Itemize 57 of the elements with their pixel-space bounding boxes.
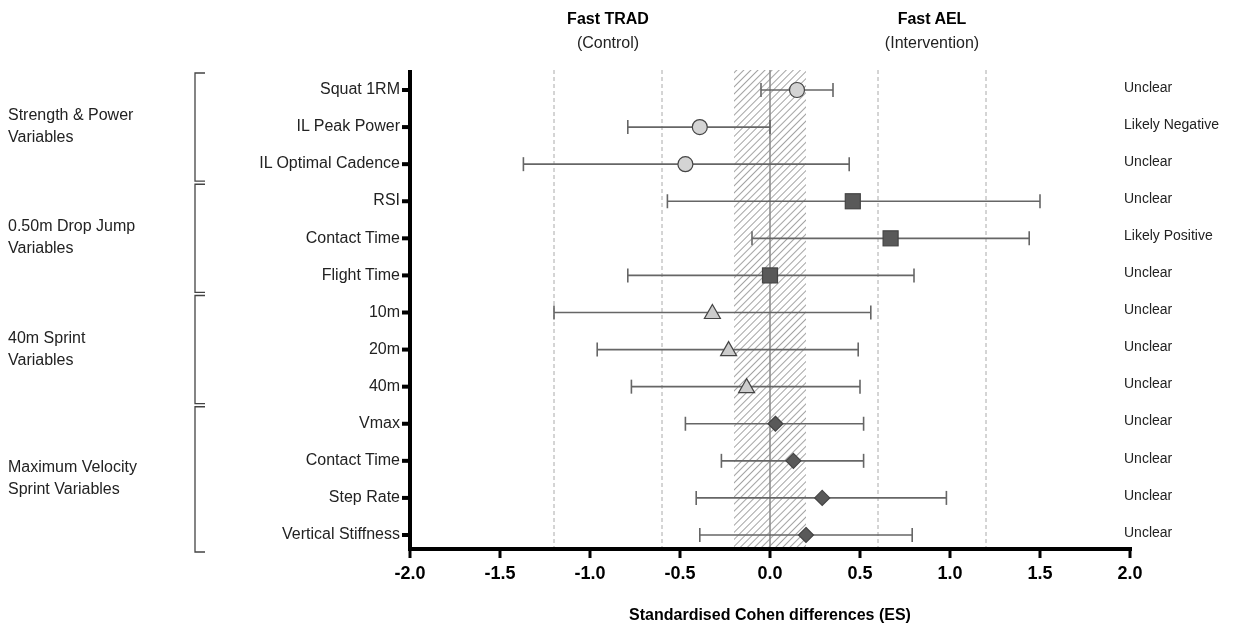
y-tick-label: Contact Time [305, 228, 401, 246]
y-tick-label: Step Rate [328, 488, 401, 506]
x-axis-title: Standardised Cohen differences (ES) [629, 606, 911, 623]
text: Fast TRAD [567, 10, 649, 27]
text: 40m Sprint Variables [8, 328, 86, 368]
x-tick-label: -0.5 [664, 563, 696, 583]
annotation: Unclear [1124, 486, 1173, 503]
point [677, 156, 694, 173]
x-tick-label: 1.0 [937, 563, 963, 583]
point [788, 81, 806, 99]
point [738, 378, 756, 394]
y-tick-label: IL Peak Power [296, 117, 401, 135]
annotation: Unclear [1124, 412, 1173, 429]
x-tick-label: 1.5 [1027, 563, 1053, 583]
point [882, 230, 899, 247]
y-tick-label: Contact Time [305, 451, 401, 469]
y-tick-label: Squat 1RM [319, 80, 400, 98]
annotation: Likely Positive [1124, 227, 1213, 244]
text: Strength & Power Variables [8, 106, 135, 146]
annotation: Unclear [1124, 152, 1173, 169]
y-tick-label: IL Optimal Cadence [259, 154, 401, 172]
point [814, 489, 831, 507]
point [797, 526, 815, 544]
y-tick-label: RSI [373, 191, 400, 209]
x-tick-label: 0.5 [847, 563, 873, 583]
point [720, 340, 738, 357]
x-tick-label: -1.5 [484, 563, 516, 583]
text: Maximum Velocity Sprint Variables [8, 458, 137, 498]
y-tick-label: Vertical Stiffness [282, 525, 400, 543]
annotation: Unclear [1124, 375, 1173, 392]
y-tick-label: 20m [368, 339, 400, 357]
annotation: Unclear [1124, 264, 1173, 281]
annotation: Unclear [1124, 301, 1173, 318]
point [785, 452, 802, 469]
text: Fast AEL [897, 10, 967, 27]
annotation: Unclear [1124, 78, 1173, 95]
x-tick-label: 2.0 [1117, 563, 1143, 583]
text: (Control) [576, 34, 640, 51]
y-tick-label: Flight Time [321, 265, 401, 283]
point [691, 118, 708, 136]
x-tick-label: -1.0 [574, 563, 606, 583]
y-tick-label: Vmax [359, 413, 400, 431]
point [761, 267, 779, 284]
text: (Intervention) [884, 34, 980, 51]
x-tick-label: 0.0 [757, 563, 783, 583]
y-tick-label: 10m [368, 302, 400, 320]
annotation: Unclear [1124, 523, 1173, 540]
annotation: Unclear [1124, 338, 1173, 355]
annotation: Unclear [1124, 189, 1173, 206]
point [703, 303, 721, 320]
point [767, 415, 784, 432]
annotation: Unclear [1124, 449, 1173, 466]
annotation: Likely Negative [1124, 115, 1220, 132]
x-tick-label: -2.0 [394, 563, 426, 583]
point [844, 193, 861, 210]
y-tick-label: 40m [368, 376, 400, 394]
text: 0.50m Drop Jump Variables [8, 217, 136, 257]
